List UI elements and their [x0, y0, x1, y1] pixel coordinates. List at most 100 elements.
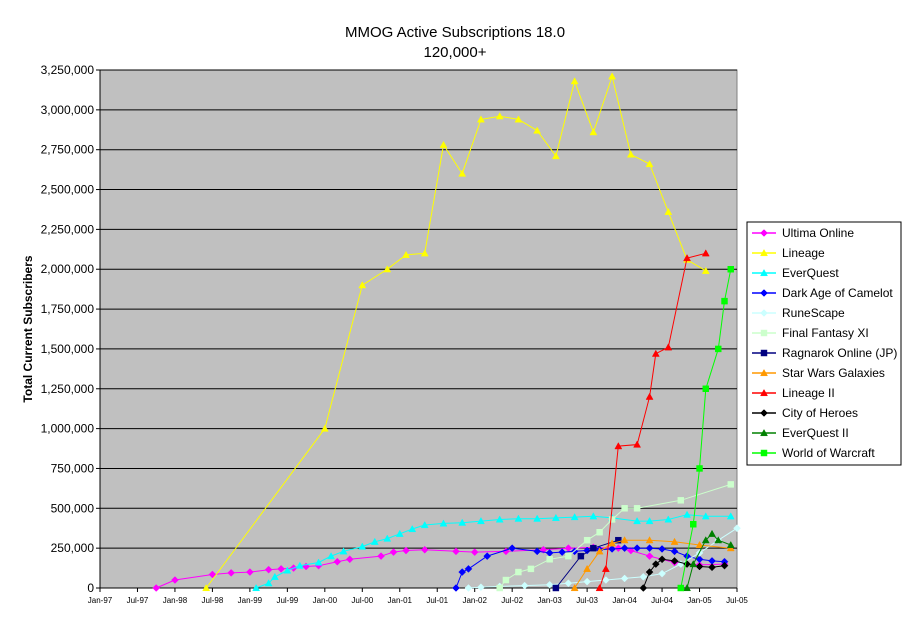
data-point: [458, 568, 467, 576]
data-point: [590, 544, 597, 552]
data-point: [420, 545, 429, 554]
legend: Ultima Online Lineage EverQuest Dark Age of…: [746, 221, 902, 466]
y-tick-label: 3,000,000: [41, 103, 95, 117]
data-point: [452, 547, 460, 556]
data-point: [683, 583, 691, 592]
data-point: [595, 547, 604, 555]
y-tick-label: 500,000: [51, 501, 95, 515]
legend-entry: RuneScape: [752, 306, 845, 320]
data-point: [683, 254, 691, 262]
data-point: [658, 555, 666, 564]
data-point: [720, 561, 729, 570]
x-tick-label: Jan-98: [163, 596, 188, 605]
y-tick-label: 2,500,000: [41, 183, 95, 197]
data-point: [514, 514, 523, 522]
data-point: [545, 580, 554, 589]
data-point: [514, 115, 523, 123]
data-point: [670, 547, 679, 556]
data-point: [670, 557, 679, 565]
data-point: [715, 345, 722, 353]
data-point: [551, 152, 560, 160]
series-lineage: [202, 72, 710, 592]
x-tick-label: Jul-02: [501, 596, 523, 605]
data-point: [596, 528, 603, 536]
data-point: [726, 512, 735, 520]
data-point: [546, 556, 553, 563]
y-tick-label: 2,000,000: [41, 262, 95, 276]
y-tick-label: 3,250,000: [41, 63, 95, 77]
data-point: [601, 576, 610, 584]
data-point: [626, 546, 635, 555]
data-point: [701, 249, 710, 257]
data-point: [645, 544, 654, 553]
data-point: [690, 521, 697, 528]
legend-label: World of Warcraft: [782, 446, 875, 460]
legend-entry: Dark Age of Camelot: [752, 286, 893, 300]
data-point: [502, 576, 510, 584]
chart-subtitle: 120,000+: [424, 44, 487, 61]
y-tick-label: 750,000: [51, 461, 95, 475]
data-point: [714, 536, 723, 544]
data-point: [615, 536, 622, 544]
legend-marker: [760, 368, 768, 377]
data-point: [664, 343, 673, 351]
legend-label: RuneScape: [782, 306, 845, 320]
y-tick-label: 0: [87, 581, 94, 595]
data-point: [577, 552, 585, 560]
y-tick-label: 1,500,000: [41, 342, 95, 356]
legend-label: Ultima Online: [782, 226, 854, 240]
x-tick-label: Jul-00: [351, 596, 373, 605]
y-tick-label: 1,000,000: [41, 422, 95, 436]
legend-entry: Lineage II: [752, 386, 835, 400]
data-point: [645, 568, 654, 576]
y-axis-ticks: 0 250,000 500,000 750,000 1,000,000 1,250,000…: [41, 63, 737, 595]
data-point: [565, 552, 572, 560]
data-point: [626, 150, 635, 158]
data-point: [639, 584, 648, 592]
data-point: [533, 126, 542, 134]
legend-label: Lineage: [782, 246, 825, 260]
y-tick-label: 250,000: [51, 541, 95, 555]
data-point: [595, 583, 604, 592]
data-point: [583, 564, 592, 572]
data-point: [701, 266, 710, 274]
data-point: [252, 583, 261, 592]
legend-label: EverQuest II: [782, 426, 849, 440]
x-tick-label: Jan-03: [537, 596, 562, 605]
data-point: [658, 569, 666, 578]
data-point: [677, 584, 685, 592]
gridlines: [100, 69, 737, 549]
data-point: [402, 546, 410, 555]
data-point: [452, 584, 460, 592]
y-tick-label: 1,750,000: [41, 302, 95, 316]
data-point: [608, 516, 616, 523]
data-point: [295, 561, 304, 569]
data-point: [639, 572, 648, 581]
data-point: [570, 583, 579, 592]
legend-marker: [760, 289, 768, 297]
data-point: [477, 115, 485, 123]
data-point: [645, 536, 654, 544]
data-point: [589, 128, 598, 136]
x-tick-label: Jul-05: [726, 596, 748, 605]
data-point: [664, 207, 673, 215]
data-point: [283, 566, 292, 574]
legend-entry: Lineage: [752, 246, 825, 260]
legend-label: EverQuest: [782, 266, 839, 280]
data-point: [583, 536, 591, 544]
data-point: [358, 281, 367, 289]
data-point: [695, 562, 704, 571]
series-line-ragnarok-online-jp: [555, 539, 619, 589]
data-point: [651, 560, 660, 568]
plot-area: [99, 69, 738, 589]
legend-marker: [760, 388, 768, 397]
legend-label: Final Fantasy XI: [782, 326, 869, 340]
data-point: [383, 265, 392, 273]
data-point: [677, 497, 685, 504]
data-point: [208, 570, 217, 579]
data-point: [264, 579, 273, 587]
data-point: [464, 584, 473, 592]
data-point: [689, 560, 698, 568]
x-tick-label: Jan-04: [612, 596, 637, 605]
data-point: [495, 515, 504, 523]
